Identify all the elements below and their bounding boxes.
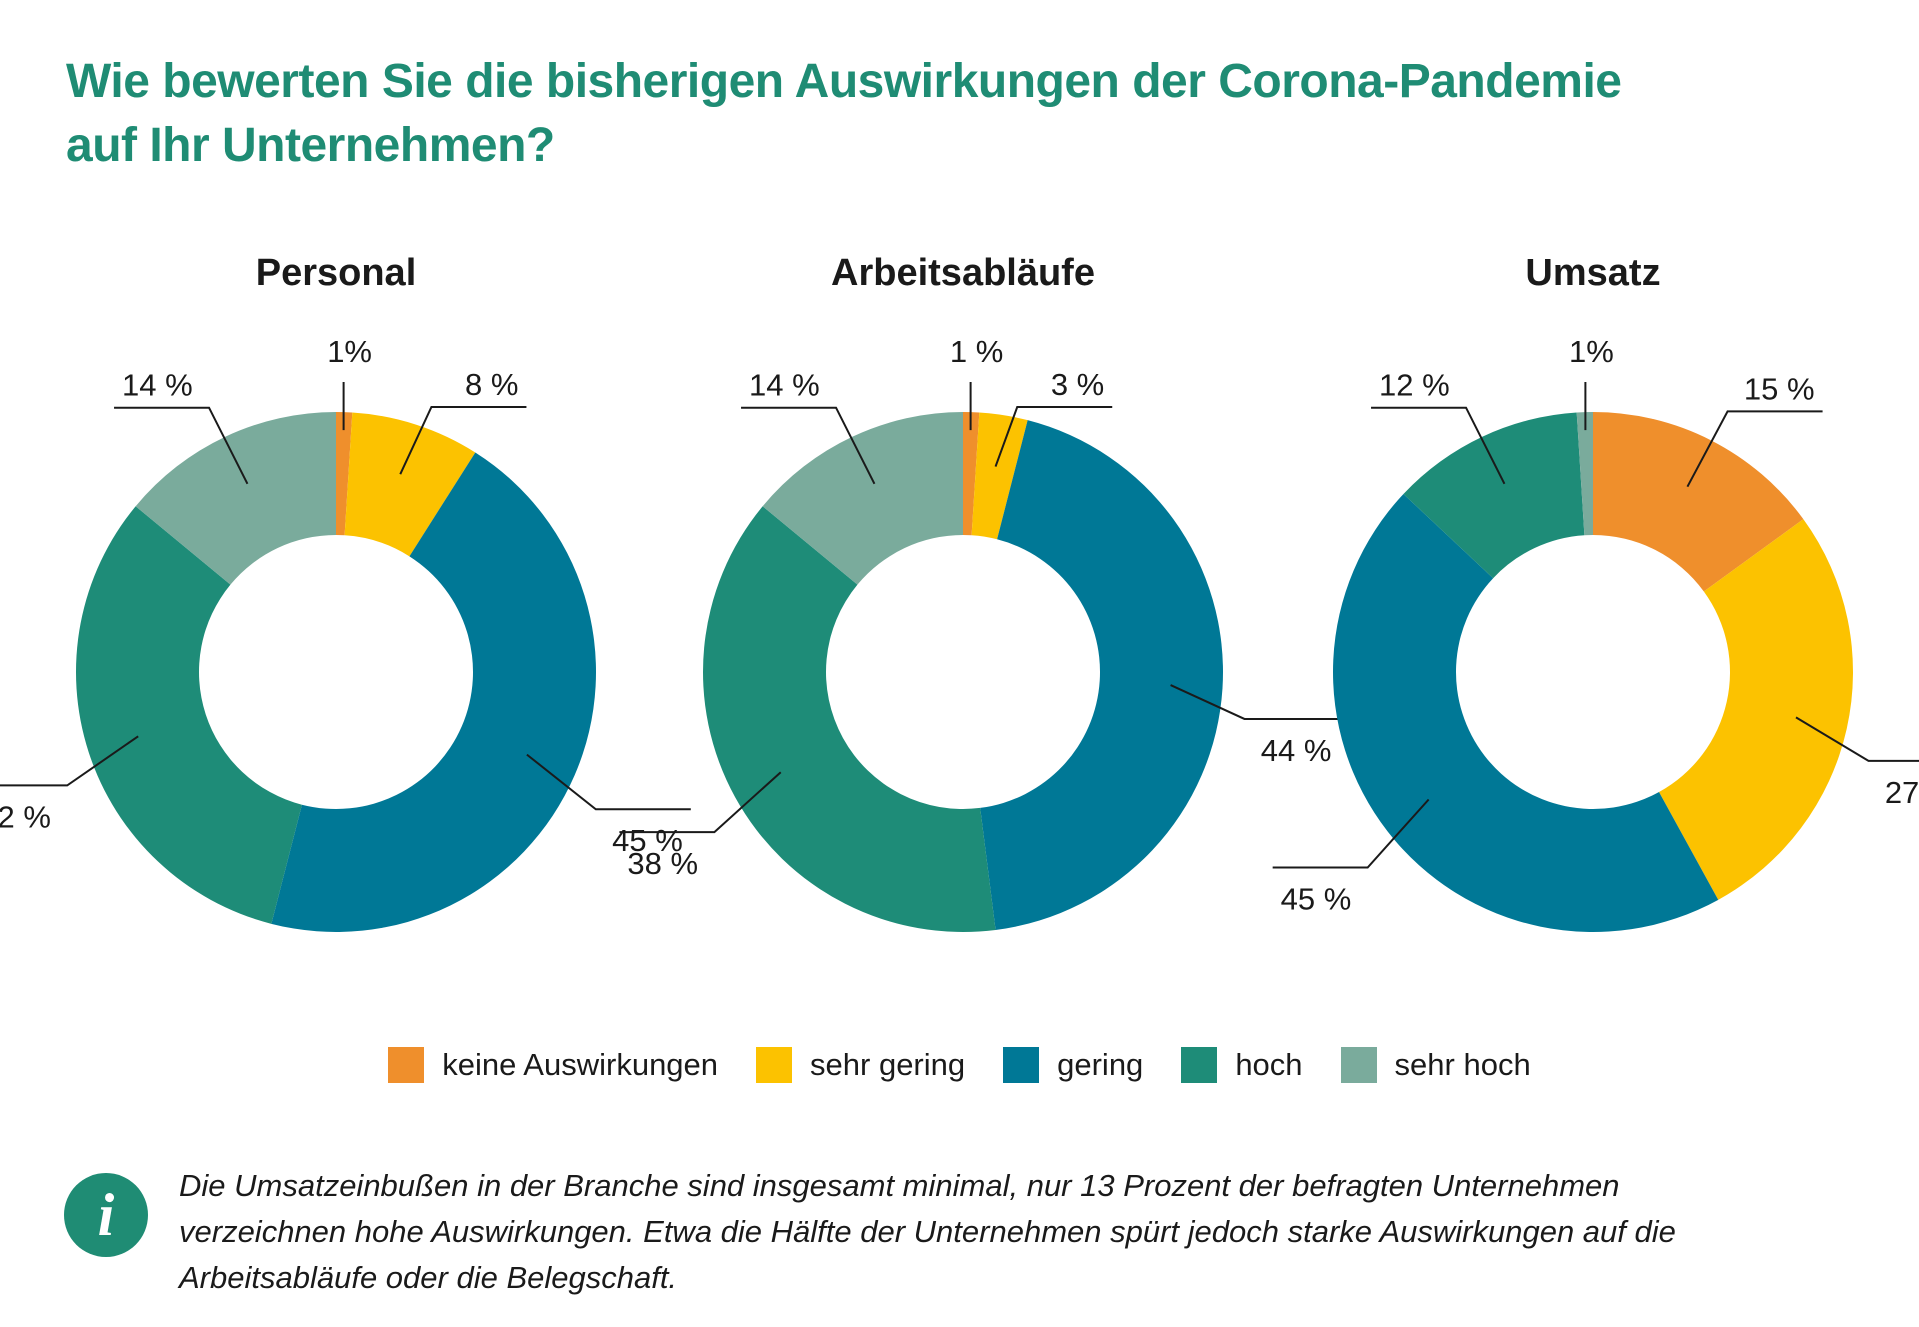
legend-item-sehr-hoch: sehr hoch — [1340, 1047, 1531, 1083]
legend-label: sehr hoch — [1394, 1047, 1531, 1082]
info-line-3: Arbeitsabläufe oder die Belegschaft. — [179, 1260, 678, 1295]
legend: keine Auswirkungen sehr gering gering ho… — [0, 1040, 1919, 1090]
data-label: 27 % — [1885, 775, 1919, 810]
data-label: 45 % — [612, 823, 683, 858]
leader-line — [619, 771, 782, 834]
chart-title: Personal — [256, 252, 417, 294]
data-label: 3 % — [1051, 367, 1104, 402]
page-title: Wie bewerten Sie die bisherigen Auswirku… — [66, 50, 1766, 178]
data-label: 14 % — [122, 368, 193, 403]
chart-title: Arbeitsabläufe — [831, 252, 1095, 294]
slice-hoch — [703, 506, 996, 932]
slice-gering — [271, 452, 596, 932]
data-label: 12 % — [1379, 368, 1450, 403]
leader-line — [994, 406, 1113, 467]
legend-item-keine: keine Auswirkungen — [388, 1047, 718, 1083]
leader-line — [1272, 798, 1430, 869]
donut-chart-2: Umsatz 15 % 27 % 45 % 12 % 1% — [1272, 252, 1919, 932]
data-label: 8 % — [465, 367, 518, 402]
title-line-2: auf Ihr Unternehmen? — [66, 119, 555, 172]
legend-swatch — [756, 1047, 793, 1083]
leader-line — [1686, 410, 1823, 488]
data-label: 45 % — [1281, 881, 1352, 916]
data-label: 1% — [1569, 334, 1614, 369]
leader-line — [1795, 716, 1919, 762]
data-label: 14 % — [749, 368, 820, 403]
legend-item-hoch: hoch — [1181, 1047, 1303, 1083]
legend-swatch — [1340, 1047, 1377, 1083]
donut-chart-0: Personal 1% 8 % 45 % 32 % 14 % — [0, 252, 691, 932]
slice-sehr-hoch — [1576, 412, 1593, 536]
donut-chart-1: Arbeitsabläufe 1 % 3 % 44 % 38 % 14 % — [619, 252, 1340, 932]
info-box: i Die Umsatzeinbußen in der Branche sind… — [64, 1163, 1894, 1313]
info-icon: i — [64, 1173, 148, 1257]
leader-line — [0, 735, 139, 787]
legend-swatch — [388, 1047, 425, 1083]
slice-keine — [336, 412, 353, 536]
data-label: 44 % — [1261, 733, 1332, 768]
leader-line — [114, 406, 249, 485]
slice-sehr-hoch — [762, 412, 963, 585]
legend-swatch — [1181, 1047, 1218, 1083]
chart-title: Umsatz — [1525, 252, 1660, 294]
slice-sehr-gering — [344, 412, 476, 557]
slice-sehr-gering — [971, 412, 1028, 540]
slice-sehr-hoch — [135, 412, 336, 585]
slice-gering — [1333, 494, 1719, 932]
legend-item-gering: gering — [1003, 1047, 1143, 1083]
slice-keine — [1593, 412, 1804, 592]
data-label: 1% — [327, 334, 372, 369]
data-label: 38 % — [627, 846, 698, 881]
slice-gering — [980, 420, 1224, 930]
legend-swatch — [1003, 1047, 1040, 1083]
leader-line — [1371, 406, 1506, 485]
leader-line — [741, 406, 876, 485]
slice-sehr-gering — [1659, 519, 1853, 900]
data-label: 32 % — [0, 799, 51, 834]
info-line-1: Die Umsatzeinbußen in der Branche sind i… — [179, 1168, 1620, 1203]
leader-line — [526, 753, 691, 811]
donut-charts: Personal 1% 8 % 45 % 32 % 14 % Arbeitsabläufe 1… — [0, 252, 1919, 932]
slice-hoch — [75, 506, 302, 924]
leader-line — [1170, 684, 1340, 720]
info-text: Die Umsatzeinbußen in der Branche sind i… — [179, 1163, 1879, 1301]
legend-label: gering — [1057, 1047, 1144, 1082]
legend-label: sehr gering — [810, 1047, 966, 1082]
data-label: 15 % — [1744, 371, 1815, 406]
info-line-2: verzeichnen hohe Auswirkungen. Etwa die … — [179, 1214, 1676, 1249]
data-label: 1 % — [950, 334, 1003, 369]
leader-line — [399, 406, 527, 475]
legend-label: keine Auswirkungen — [442, 1047, 719, 1082]
slice-hoch — [1403, 412, 1585, 579]
legend-label: hoch — [1235, 1047, 1303, 1082]
title-line-1: Wie bewerten Sie die bisherigen Auswirku… — [66, 55, 1622, 108]
legend-item-sehr-gering: sehr gering — [756, 1047, 965, 1083]
slice-keine — [963, 412, 980, 536]
